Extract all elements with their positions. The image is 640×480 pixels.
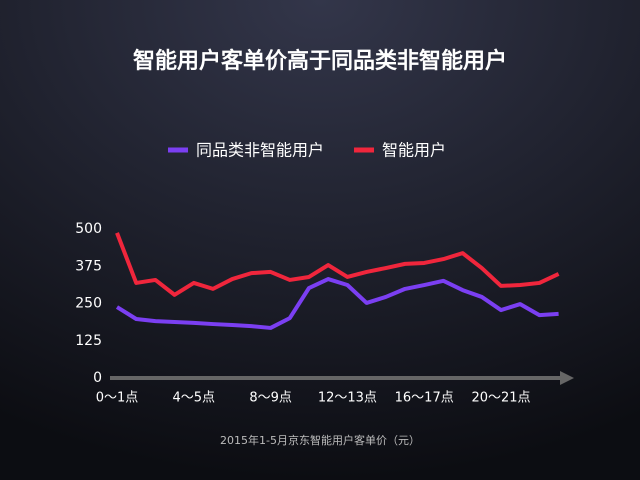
x-tick-label: 4～5点 (173, 391, 216, 406)
y-tick-label: 125 (75, 333, 102, 349)
x-tick-label: 0～1点 (96, 391, 139, 406)
series-line (115, 232, 560, 297)
y-tick-label: 500 (75, 221, 102, 237)
chart-title: 智能用户客单价高于同品类非智能用户 (133, 48, 507, 74)
y-tick-label: 0 (93, 370, 102, 386)
caption: 2015年1-5月京东智能用户客单价（元） (220, 433, 420, 447)
axis-arrow (560, 371, 574, 385)
y-tick-label: 250 (75, 296, 102, 312)
x-tick-label: 16～17点 (395, 391, 454, 406)
x-tick-label: 12～13点 (318, 391, 377, 406)
x-tick-label: 20～21点 (471, 391, 530, 406)
x-tick-label: 8～9点 (249, 391, 292, 406)
legend-label: 同品类非智能用户 (196, 141, 324, 160)
series-line (115, 277, 559, 330)
legend-label: 智能用户 (382, 141, 446, 160)
y-tick-label: 375 (75, 258, 102, 274)
